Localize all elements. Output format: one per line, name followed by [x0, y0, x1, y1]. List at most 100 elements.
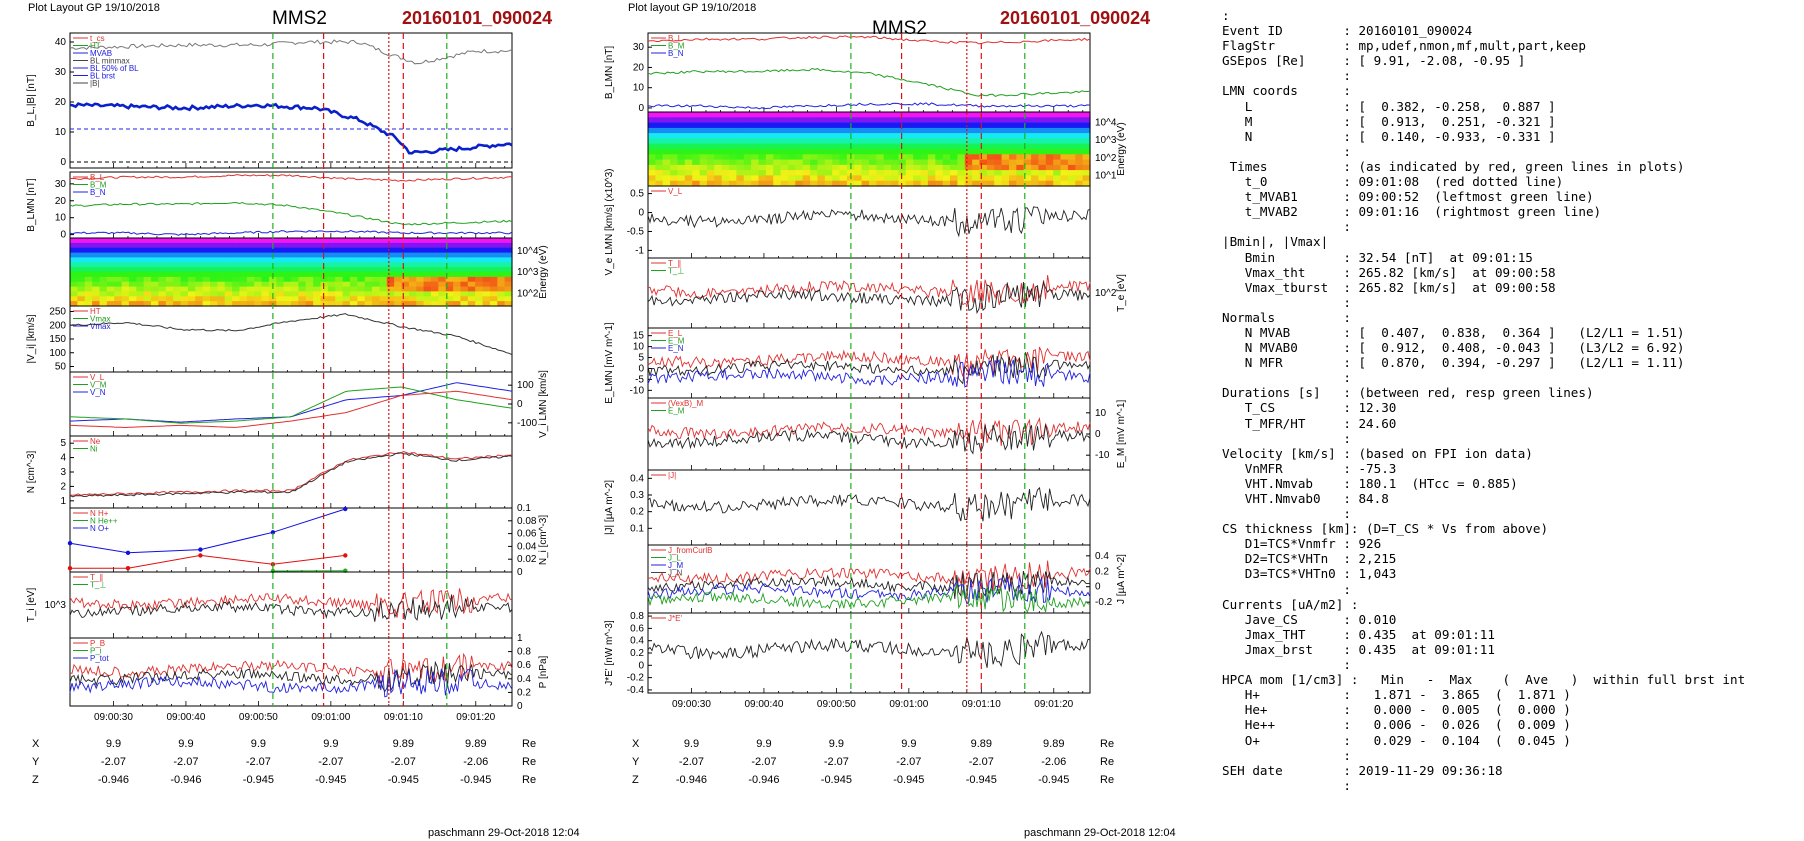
spectrogram-cell [372, 247, 380, 254]
spectrogram-cell [187, 281, 196, 288]
spectrogram-cell [489, 238, 498, 244]
spectrogram-cell [861, 143, 870, 150]
info-line: N MVAB : [ 0.407, 0.838, 0.364 ] (L2/L1 … [1222, 324, 1685, 340]
spectrogram-cell [920, 138, 929, 145]
spectrogram-cell [158, 257, 167, 263]
series-line-ni [69, 452, 513, 498]
y-tick-label: 0.08 [517, 516, 537, 527]
info-line: T_MFR/HT : 24.60 [1222, 415, 1397, 431]
spectrogram-cell [950, 175, 958, 182]
spectrogram-cell [920, 133, 929, 139]
info-line: |Bmin|, |Vmax| [1222, 234, 1329, 250]
spectrogram-cell [408, 286, 417, 293]
spectrogram-cell [180, 247, 189, 254]
spectrogram-cell [143, 281, 152, 288]
spectrogram-cell [180, 286, 189, 293]
spectrogram-cell [143, 272, 152, 278]
spectrogram-cell [342, 286, 351, 293]
info-line: VHT.Nmvab : 180.1 (HTcc = 0.885) [1222, 475, 1518, 491]
spectrogram-cell [416, 281, 425, 288]
spectrogram-cell [817, 117, 826, 124]
panel-frame-m3 [647, 257, 1091, 329]
spectrogram-cell [453, 252, 462, 259]
spectrogram-cell [986, 127, 995, 134]
spectrogram-cell [780, 170, 789, 176]
spectrogram-cell [898, 133, 907, 139]
spectrogram-cell [408, 242, 417, 249]
spectrogram-cell [335, 238, 344, 244]
series-trace [647, 359, 1091, 388]
spectrogram-cell [692, 170, 701, 176]
spectrogram-cell [313, 286, 322, 293]
spectrogram-cell [1067, 133, 1076, 139]
spectrogram-cell [957, 149, 966, 155]
coord-value: 9.89 [970, 738, 992, 750]
series-line-v-n [69, 390, 513, 429]
series-line-b-n [69, 229, 513, 236]
spectrogram-cell [217, 286, 226, 293]
spectrogram-cell [1082, 180, 1091, 187]
spectrogram-cell [773, 159, 782, 166]
spectrogram-cell [861, 170, 870, 176]
info-line: He+ : 0.000 - 0.005 ( 0.000 ) [1222, 702, 1571, 718]
spectrogram-cell [254, 262, 263, 268]
spectrogram-cell [810, 133, 819, 139]
spectrogram-cell [210, 267, 218, 273]
spectrogram-cell [1045, 133, 1054, 139]
info-line: HPCA mom [1/cm3] : Min - Max ( Ave ) wit… [1222, 672, 1746, 688]
spectrogram-cell [795, 122, 804, 129]
spectrogram-cell [950, 127, 958, 134]
spectrogram-cell [128, 286, 137, 293]
coord-value: -0.945 [460, 774, 492, 786]
legend-entry: Vmax [90, 322, 110, 331]
spectrogram-cell [504, 276, 513, 283]
panel-frame-l3 [69, 305, 513, 373]
spectrogram-cell [905, 133, 914, 139]
spectrogram-cell [692, 175, 701, 182]
spectrogram-cell [736, 164, 745, 171]
spectrogram-cell [1016, 143, 1025, 150]
spectrogram-cell [224, 272, 233, 278]
spectrogram-cell [942, 180, 951, 187]
spectrogram-cell [810, 154, 819, 161]
spectrogram-cell [180, 301, 189, 307]
spectrogram-cell [964, 122, 973, 129]
y-tick-label: 10 [55, 127, 67, 138]
spectrogram-cell [714, 164, 723, 171]
spectrogram-cell [298, 286, 307, 293]
spectrogram-cell [684, 122, 693, 129]
spectrogram-cell [972, 154, 981, 161]
spectrogram-cell [401, 276, 410, 283]
spectrogram-cell [957, 159, 966, 166]
spectrogram-cell [1053, 138, 1062, 145]
spectrogram-cell [224, 242, 233, 249]
legend-entry: E_M [668, 337, 685, 346]
spectrogram-cell [861, 175, 870, 182]
spectrogram-cell [743, 164, 752, 171]
spectrogram-cell [482, 242, 491, 249]
time-tick-label: 09:01:00 [889, 699, 928, 710]
plot-layout-label-left: Plot Layout GP 19/10/2018 [28, 2, 160, 14]
spectrogram-cell [699, 154, 708, 161]
spectrogram-cell [1075, 127, 1084, 134]
spectrogram-cell [942, 133, 951, 139]
spectrogram-cell [187, 301, 196, 307]
spectrogram-cell [92, 301, 101, 307]
spectrogram-cell [662, 133, 671, 139]
spectrogram-cell [869, 117, 877, 124]
spectrogram-cell [846, 149, 855, 155]
spectrogram-cell [364, 296, 373, 302]
spectrogram-cell [1053, 143, 1062, 150]
spectrogram-cell [431, 267, 439, 273]
spectrogram-cell [810, 149, 819, 155]
spectrogram-cell [920, 164, 929, 171]
spectrogram-cell [927, 112, 936, 118]
spectrogram-cell [232, 247, 241, 254]
spectrogram-cell [202, 291, 211, 297]
spectrogram-cell [99, 262, 108, 268]
spectrogram-cell [372, 296, 380, 302]
spectrogram-cell [891, 175, 900, 182]
spectrogram-cell [70, 267, 78, 273]
spectrogram-cell [431, 238, 439, 244]
spectrogram-cell [677, 112, 686, 118]
